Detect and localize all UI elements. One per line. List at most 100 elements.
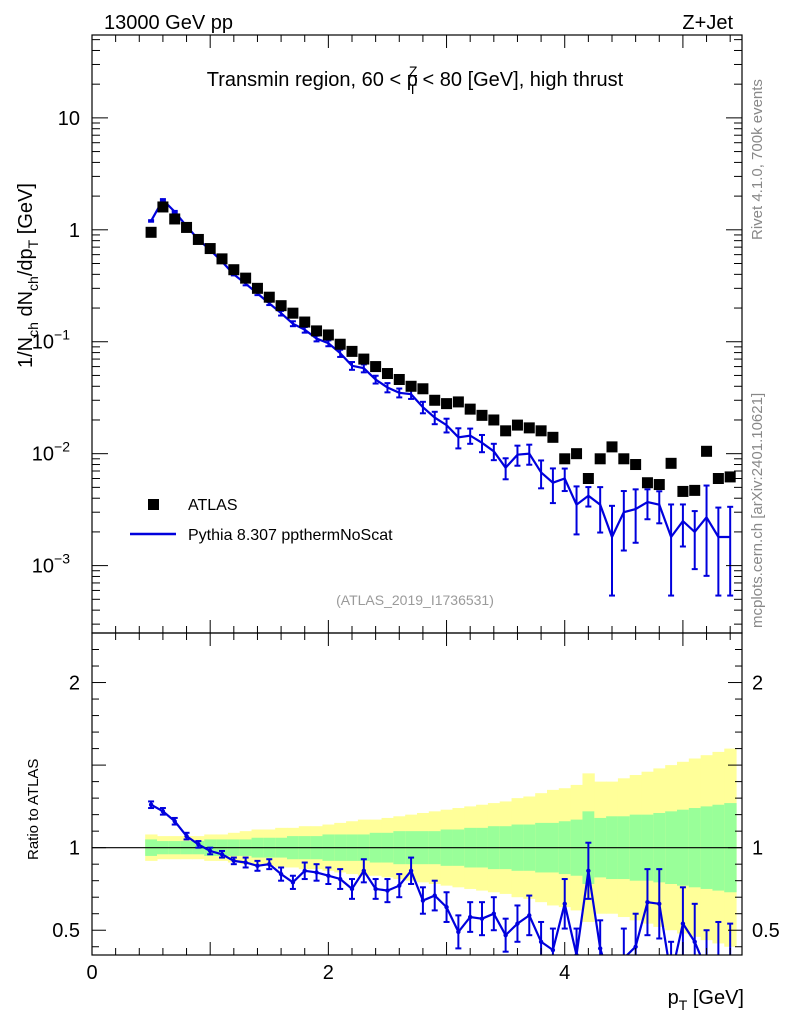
ratio-y-tick-label-right: 0.5 xyxy=(752,920,780,942)
analysis-id: (ATLAS_2019_I1736531) xyxy=(336,592,494,608)
main-y-tick-label: 10−3 xyxy=(32,551,70,578)
ratio-mc-point xyxy=(704,968,708,972)
ratio-mc-point xyxy=(550,947,556,953)
atlas-data-point xyxy=(346,345,358,357)
main-y-tick-label: 10−2 xyxy=(32,439,70,466)
atlas-data-point xyxy=(547,431,559,443)
atlas-data-point xyxy=(488,414,500,426)
ratio-panel xyxy=(92,748,742,988)
ratio-mc-point xyxy=(527,913,532,918)
ratio-mc-point xyxy=(267,861,272,867)
x-tick-label: 0 xyxy=(86,962,97,984)
plot-title: Transmin region, 60 < pZ T < 80 [GeV], hi… xyxy=(207,63,624,97)
legend-mc-label: Pythia 8.307 ppthermNoScat xyxy=(188,527,393,544)
ratio-mc-point xyxy=(622,956,626,960)
ratio-mc-point xyxy=(160,809,166,814)
ratio-mc-series xyxy=(148,800,734,988)
atlas-data-point xyxy=(511,419,523,431)
ratio-mc-point xyxy=(148,802,154,807)
ratio-mc-point xyxy=(184,833,189,839)
atlas-data-point xyxy=(181,221,193,233)
ratio-mc-point xyxy=(373,886,378,892)
atlas-data-point xyxy=(535,425,547,437)
ratio-mc-point xyxy=(349,886,355,892)
mcplots-label: mcplots.cern.ch [arXiv:2401.10621] xyxy=(749,393,766,628)
atlas-data-point xyxy=(665,457,677,469)
legend: ATLAS Pythia 8.307 ppthermNoScat xyxy=(130,497,393,544)
atlas-data-point xyxy=(618,453,630,465)
ratio-mc-point xyxy=(680,921,686,926)
ratio-mc-point xyxy=(290,880,296,885)
ratio-mc-point xyxy=(597,946,603,951)
atlas-data-point xyxy=(216,253,228,265)
atlas-data-point xyxy=(523,422,535,434)
ratio-y-axis-label: Ratio to ATLAS xyxy=(25,759,42,860)
atlas-data-point xyxy=(500,425,512,437)
atlas-data-point xyxy=(322,329,334,341)
ratio-mc-point xyxy=(302,868,307,873)
ratio-mc-point xyxy=(361,868,367,873)
atlas-data-point xyxy=(441,398,453,410)
atlas-data-point xyxy=(429,394,441,406)
ratio-mc-point xyxy=(692,939,697,944)
ratio-y-tick-label-right: 1 xyxy=(752,838,763,860)
atlas-data-point xyxy=(476,409,488,421)
atlas-data-point xyxy=(712,473,724,485)
ratio-mc-point xyxy=(515,921,520,926)
atlas-data-point xyxy=(559,453,571,465)
ratio-mc-point xyxy=(314,870,319,875)
x-axis-label: pT [GeV] xyxy=(668,987,744,1013)
atlas-data-point xyxy=(370,361,382,373)
atlas-data-point xyxy=(641,477,653,489)
atlas-data-point xyxy=(275,300,287,312)
ratio-mc-point xyxy=(586,868,591,873)
ratio-frame xyxy=(91,632,743,956)
ratio-mc-point xyxy=(219,852,225,857)
ratio-y-tick-label-right: 2 xyxy=(752,673,763,695)
atlas-data-point xyxy=(464,403,476,415)
ratio-mc-point xyxy=(491,911,497,916)
ratio-mc-point xyxy=(657,901,662,907)
ratio-mc-point xyxy=(337,876,343,882)
ratio-y-tick-label: 1 xyxy=(69,838,80,860)
atlas-data-point xyxy=(689,484,701,496)
ratio-mc-point xyxy=(172,819,177,824)
atlas-data-point xyxy=(358,353,370,365)
ratio-mc-point xyxy=(408,868,414,873)
ratio-y-tick-label: 0.5 xyxy=(52,920,80,942)
ratio-mc-point xyxy=(326,873,331,878)
ratio-mc-point xyxy=(456,929,461,935)
atlas-data-point xyxy=(263,291,275,303)
rivet-label: Rivet 4.1.0, 700k events xyxy=(749,79,766,240)
process-label: Z+Jet xyxy=(682,12,733,34)
atlas-data-point xyxy=(240,272,252,284)
legend-atlas-label: ATLAS xyxy=(188,497,238,514)
atlas-data-point xyxy=(582,473,594,485)
ratio-y-tick-label: 2 xyxy=(69,673,80,695)
atlas-data-point xyxy=(571,448,583,460)
ratio-mc-point xyxy=(444,904,449,910)
ratio-mc-point xyxy=(728,963,732,967)
ratio-mc-point xyxy=(255,863,260,869)
atlas-data-point xyxy=(630,459,642,471)
ratio-mc-point xyxy=(231,858,237,864)
ratio-mc-point xyxy=(432,893,437,898)
atlas-data-point xyxy=(169,213,181,225)
ratio-mc-point xyxy=(610,984,614,988)
ratio-mc-point xyxy=(385,888,390,893)
atlas-data-point xyxy=(192,233,204,245)
atlas-data-point xyxy=(157,201,169,213)
atlas-data-point xyxy=(653,479,665,491)
plot-title-prefix: Transmin region, 60 < p xyxy=(207,69,418,91)
ratio-mc-point xyxy=(467,914,473,920)
atlas-data-point xyxy=(287,307,299,319)
plot-title-sub: T xyxy=(408,81,417,97)
atlas-data-point xyxy=(251,282,263,294)
plot-title-suffix: < 80 [GeV], high thrust xyxy=(417,69,624,91)
legend-atlas-marker xyxy=(148,499,159,510)
x-tick-label: 4 xyxy=(559,962,570,984)
ratio-mc-point xyxy=(503,932,508,938)
ratio-mc-point xyxy=(633,944,638,949)
x-tick-label: 2 xyxy=(323,962,334,984)
